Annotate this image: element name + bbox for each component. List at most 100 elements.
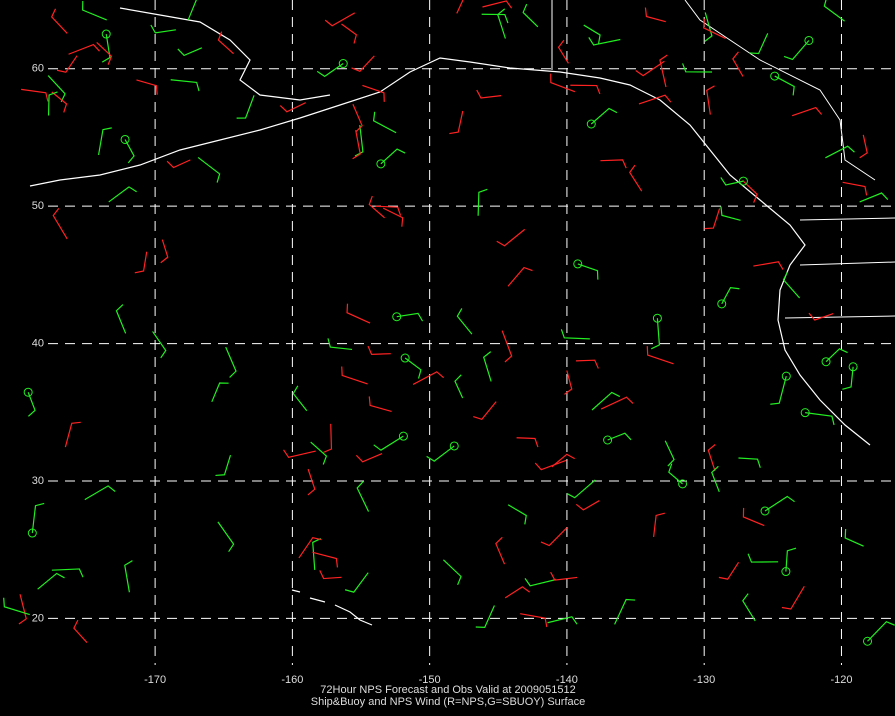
wind-barb xyxy=(497,8,506,39)
wind-barb xyxy=(614,598,636,625)
wind-barb xyxy=(316,63,344,78)
wind-barb xyxy=(217,521,235,553)
wind-barb xyxy=(653,512,665,538)
calm-marker xyxy=(400,353,410,363)
wind-barb xyxy=(292,385,308,412)
wind-barb xyxy=(607,432,632,441)
wind-barb xyxy=(352,130,361,160)
wind-barb xyxy=(124,560,133,593)
wind-barb xyxy=(668,463,683,485)
subtitle: Ship&Buoy and NPS Wind (R=NPS,G=SBUOY) S… xyxy=(311,696,586,708)
x-tick-label: -150 xyxy=(419,674,441,686)
wind-barb xyxy=(319,570,342,580)
x-tick-label: -170 xyxy=(144,674,166,686)
wind-barb xyxy=(312,538,322,570)
wind-barb xyxy=(217,31,234,55)
calm-marker xyxy=(398,431,408,441)
wind-barb xyxy=(312,551,339,568)
wind-barb xyxy=(351,55,375,73)
wind-barb xyxy=(362,84,385,102)
wind-barb xyxy=(3,597,30,616)
wind-barb xyxy=(443,559,462,586)
wind-barb xyxy=(50,8,68,34)
calm-marker xyxy=(781,371,791,381)
wind-barb xyxy=(382,207,404,227)
calm-marker xyxy=(800,408,810,418)
wind-barb xyxy=(706,85,715,115)
wind-barb xyxy=(124,139,135,164)
wind-barb xyxy=(721,286,740,305)
wind-barb xyxy=(732,51,744,77)
wind-barb xyxy=(704,12,713,42)
wind-barb xyxy=(791,106,823,117)
calm-marker xyxy=(120,134,130,144)
wind-barb xyxy=(404,357,422,379)
wind-barb xyxy=(644,7,666,23)
wind-barb xyxy=(187,0,197,21)
calm-marker xyxy=(781,567,791,577)
wind-barb xyxy=(507,504,527,525)
wind-barb xyxy=(659,54,668,88)
wind-barb xyxy=(101,33,111,63)
y-tick-label: 50 xyxy=(32,200,44,212)
wind-barb xyxy=(352,104,363,133)
wind-barb xyxy=(590,107,618,125)
wind-barb xyxy=(346,303,371,324)
wind-barb xyxy=(367,345,391,355)
wind-barb xyxy=(570,84,601,95)
y-tick-label: 20 xyxy=(32,612,44,624)
coastline xyxy=(29,7,871,626)
wind-barb xyxy=(225,346,237,378)
wind-barb xyxy=(368,195,385,219)
wind-barb xyxy=(711,465,720,493)
wind-barb xyxy=(808,312,834,321)
wind-barb xyxy=(177,47,203,57)
wind-barb xyxy=(591,391,621,411)
wind-barb xyxy=(73,619,88,643)
wind-barb xyxy=(96,42,113,65)
wind-barb xyxy=(522,3,539,28)
x-tick-label: -130 xyxy=(693,674,715,686)
calm-marker xyxy=(804,35,814,45)
wind-barb xyxy=(720,177,744,186)
wind-barb xyxy=(770,376,787,405)
wind-barb xyxy=(456,0,464,14)
wind-barb xyxy=(108,186,137,203)
wind-barb xyxy=(47,91,58,116)
wind-barb xyxy=(825,348,848,363)
wind-barb xyxy=(764,495,795,512)
calm-marker xyxy=(863,636,873,646)
wind-barb xyxy=(341,23,358,44)
wind-barb xyxy=(322,423,333,454)
wind-barb xyxy=(534,459,567,471)
calm-marker xyxy=(573,259,583,269)
wind-barb xyxy=(481,13,509,24)
wind-barb xyxy=(160,239,169,264)
wind-barb xyxy=(56,55,78,73)
wind-barb xyxy=(170,79,200,92)
wind-barb xyxy=(82,1,107,21)
wind-barb xyxy=(215,454,232,477)
wind-barb xyxy=(600,159,627,169)
wind-barb xyxy=(547,616,578,625)
calm-marker xyxy=(101,29,111,39)
wind-barb xyxy=(283,449,316,458)
wind-barb xyxy=(635,60,665,77)
wind-barb xyxy=(21,88,49,102)
wind-barb xyxy=(718,561,740,580)
y-tick-label: 60 xyxy=(32,63,44,75)
wind-barb xyxy=(540,527,568,547)
wind-barb xyxy=(646,346,674,365)
wind-barb xyxy=(742,593,756,622)
wind-barb xyxy=(825,145,855,159)
wind-barb xyxy=(707,444,716,472)
wind-barb xyxy=(628,164,643,192)
wind-barb xyxy=(344,572,369,593)
wind-barb xyxy=(68,43,100,55)
wind-barb xyxy=(753,261,784,270)
wind-barb xyxy=(373,435,404,451)
wind-barb xyxy=(859,192,889,203)
wind-barb xyxy=(356,481,370,512)
wind-barb xyxy=(566,479,596,499)
